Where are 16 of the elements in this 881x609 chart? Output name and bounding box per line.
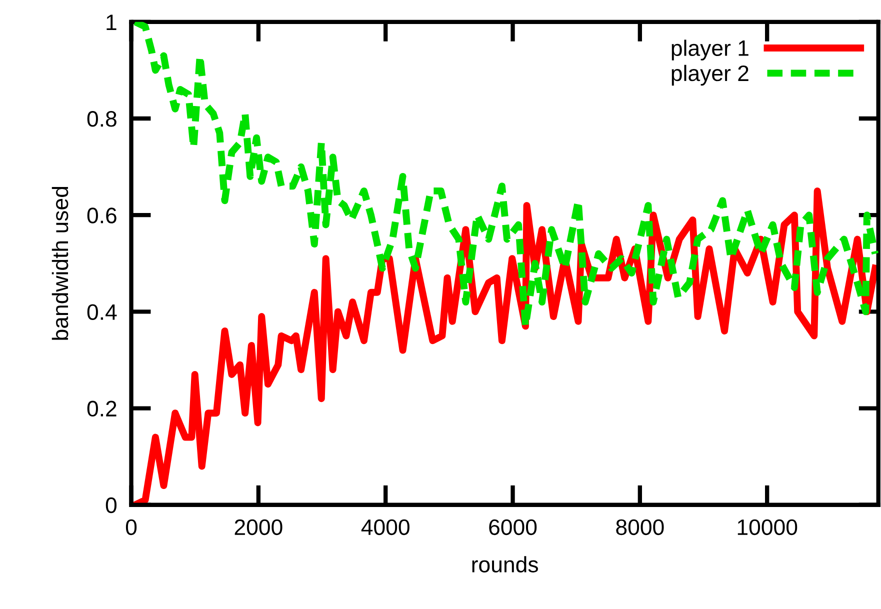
y-axis-title: bandwidth used (52, 186, 68, 340)
y-tick-label: 0 (106, 497, 117, 514)
x-tick-label: 4000 (361, 519, 410, 536)
x-tick-label: 0 (126, 519, 137, 536)
x-tick-label: 2000 (234, 519, 282, 536)
x-tick-label: 8000 (616, 519, 664, 536)
y-tick-label: 0.8 (87, 111, 116, 127)
x-tick-label: 6000 (489, 519, 537, 536)
y-tick-label: 0.4 (87, 304, 117, 320)
y-tick-label: 0.2 (87, 400, 116, 417)
x-tick-label: 10000 (738, 519, 798, 536)
y-tick-label: 1 (106, 14, 116, 30)
legend-label: player 2 (672, 64, 748, 86)
x-axis-title: rounds (472, 556, 538, 572)
y-tick-label: 0.6 (87, 208, 116, 224)
legend-label: player 1 (672, 40, 748, 60)
